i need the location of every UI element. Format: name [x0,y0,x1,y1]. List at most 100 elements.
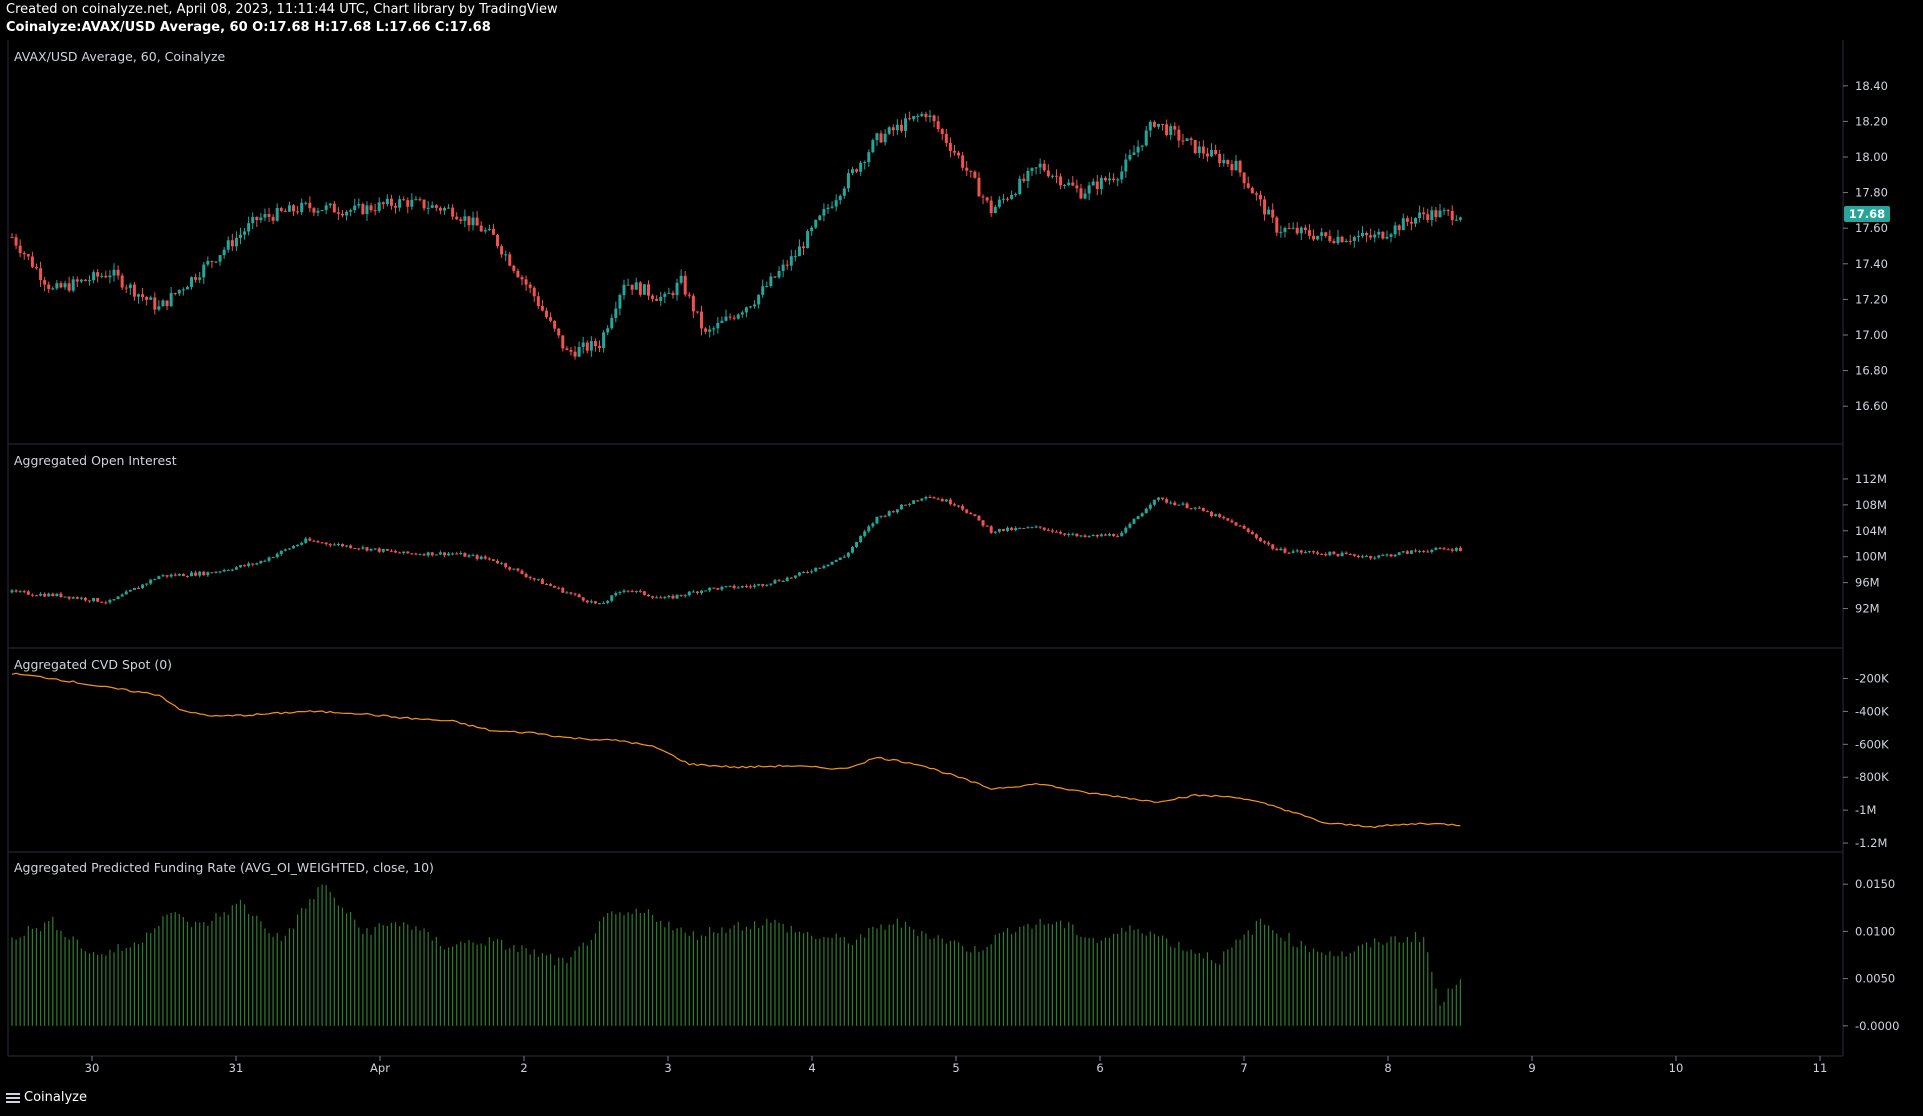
candle-body [863,162,867,164]
candle-body [198,277,202,280]
chart-svg[interactable]: 18.40 18.20 18.00 17.80 17.60 17.40 17.20 17.00… [0,40,1923,1080]
candle-body [296,544,300,547]
candle-body [598,346,602,349]
candle-body [442,552,446,556]
candle-body [71,597,75,599]
candle-body [1177,129,1181,141]
candle-body [981,196,985,198]
candle-body [1373,234,1377,238]
candle-body [1026,170,1030,182]
candle-body [467,555,471,557]
candle-body [1030,168,1034,171]
candle-body [1067,182,1071,186]
candle-body [349,545,353,549]
candle-body [834,200,838,207]
chart-area[interactable]: 18.40 18.20 18.00 17.80 17.60 17.40 17.20 17.00… [0,40,1923,1080]
candle-body [895,124,899,131]
candle-body [251,563,255,565]
candle-body [206,572,210,576]
candle-body [1389,234,1393,237]
y-tick-label: -800K [1855,770,1889,784]
candle-body [663,597,667,599]
candle-body [614,593,618,596]
candle-body [308,202,312,209]
candle-body [385,549,389,551]
candle-body [569,349,573,352]
candle-body [1108,178,1112,181]
candle-body [814,567,818,572]
candle-body [1059,531,1063,534]
candle-body [1430,549,1434,552]
candle-body [173,293,177,295]
candle-body [1132,152,1136,155]
candle-body [675,594,679,599]
candle-body [773,580,777,584]
candle-body [389,550,393,552]
candle-body [340,213,344,216]
x-tick-label: 3 [664,1061,671,1075]
candle-body [496,560,500,564]
candle-body [793,256,797,258]
candle-body [222,570,226,572]
candle-body [1185,138,1189,141]
candle-body [1324,554,1328,556]
candle-body [259,560,263,564]
x-tick-label: 10 [1669,1061,1684,1075]
candle-body [838,195,842,201]
candle-body [842,556,846,558]
candle-body [181,289,185,291]
candle-body [887,511,891,516]
candle-body [1332,241,1336,244]
candle-body [1063,533,1067,535]
candle-body [765,584,769,586]
candle-body [1303,552,1307,554]
candle-body [1046,529,1050,531]
candle-body [626,284,630,286]
candle-body [88,600,92,602]
candle-body [124,287,128,289]
candle-body [532,287,536,297]
candle-body [887,127,891,134]
candle-body [1193,139,1197,154]
candle-body [96,598,100,602]
candle-body [577,346,581,357]
x-tick-label: 7 [1240,1061,1247,1075]
candle-body [838,557,842,560]
candle-body [810,571,814,573]
candle-body [977,177,981,197]
y-tick-label: 104M [1855,524,1887,538]
candle-body [1165,499,1169,503]
candle-body [1397,552,1401,555]
candle-body [55,593,59,597]
candle-body [561,587,565,593]
candle-body [1238,525,1242,527]
candle-body [218,255,222,262]
candle-body [1271,209,1275,218]
candle-body [508,254,512,266]
candle-body [1422,212,1426,215]
candle-body [247,223,251,232]
candle-body [1336,553,1340,557]
candle-body [185,576,189,578]
x-tick-label: 30 [85,1061,100,1075]
candle-body [973,171,977,178]
brand-logo[interactable]: Coinalyze [6,1090,87,1105]
candle-body [593,601,597,604]
candle-body [1059,176,1063,186]
candle-body [867,152,871,163]
candle-body [1316,552,1320,554]
candle-body [108,600,112,603]
y-tick-label: -200K [1855,671,1889,685]
candle-body [1075,185,1079,189]
candle-body [520,277,524,280]
candle-body [797,246,801,257]
candle-body [728,585,732,587]
candle-body [589,341,593,351]
candle-body [1242,172,1246,184]
x-tick-label: 6 [1096,1061,1103,1075]
candle-body [75,279,79,282]
candle-body [1144,130,1148,146]
candle-body [1283,548,1287,553]
candle-body [1450,210,1454,220]
candle-body [1336,236,1340,244]
